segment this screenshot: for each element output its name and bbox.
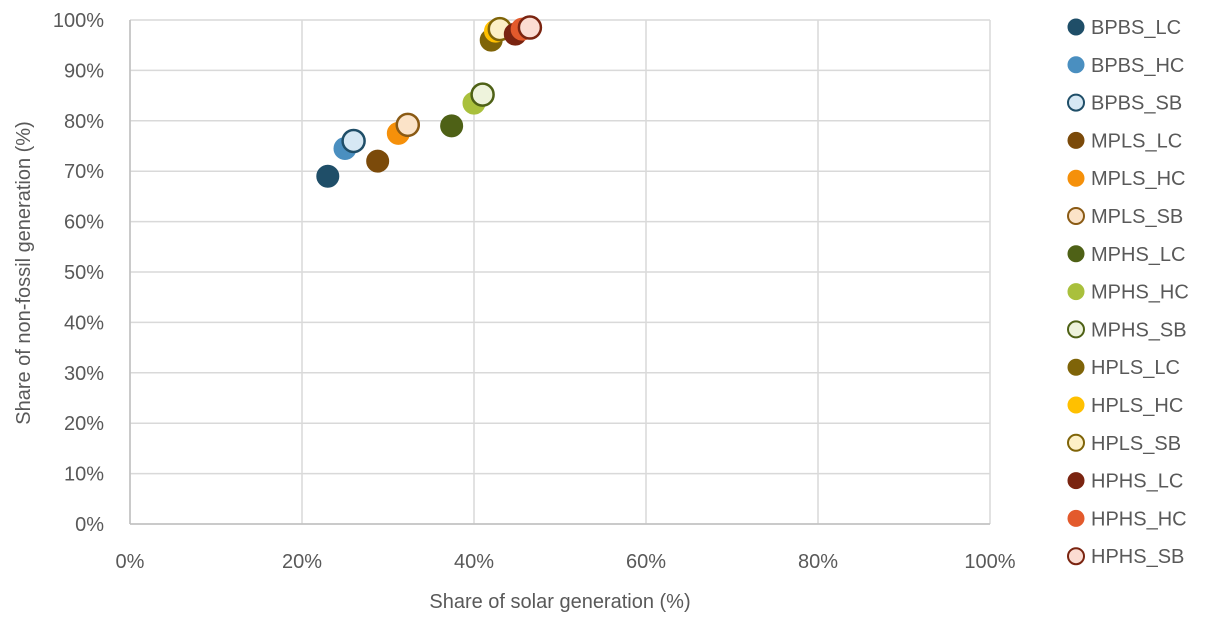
data-point [395, 112, 421, 138]
data-point [366, 149, 390, 173]
x-tick-label: 0% [116, 551, 145, 573]
legend-marker [1067, 509, 1085, 527]
legend-marker [1067, 56, 1085, 74]
legend-marker [1067, 358, 1085, 376]
legend-label: BPBS_SB [1091, 93, 1182, 115]
legend-label: HPHS_SB [1091, 546, 1184, 568]
legend-label: HPLS_LC [1091, 357, 1180, 379]
legend-marker [1067, 547, 1085, 566]
legend-marker [1067, 433, 1085, 452]
gridlines [129, 19, 991, 525]
y-tick-label: 0% [75, 514, 104, 536]
legend-label: HPHS_HC [1091, 508, 1187, 530]
y-tick-label: 50% [64, 262, 104, 284]
legend-label: HPHS_LC [1091, 471, 1183, 493]
legend-label: MPHS_SB [1091, 319, 1187, 341]
legend-label: MPHS_HC [1091, 282, 1189, 304]
x-tick-label: 20% [282, 551, 322, 573]
legend-label: MPLS_HC [1091, 168, 1185, 190]
legend-label: HPLS_HC [1091, 395, 1183, 417]
data-point [316, 164, 340, 188]
x-tick-label: 100% [964, 551, 1015, 573]
data-point [440, 114, 464, 138]
y-tick-label: 60% [64, 212, 104, 234]
legend-marker [1067, 472, 1085, 490]
legend-marker [1067, 207, 1085, 225]
legend: BPBS_LC BPBS_HC BPBS_SB MPLS_LC MPLS_HC MPLS_… [1067, 17, 1189, 568]
y-tick-label: 40% [64, 312, 104, 334]
y-tick-label: 10% [64, 464, 104, 486]
x-tick-label: 40% [454, 551, 494, 573]
y-tick-label: 90% [64, 60, 104, 82]
legend-marker [1067, 283, 1085, 301]
y-tick-label: 20% [64, 413, 104, 435]
y-tick-label: 100% [53, 10, 104, 32]
legend-label: BPBS_LC [1091, 17, 1181, 39]
data-point [517, 15, 543, 40]
legend-label: MPHS_LC [1091, 244, 1185, 266]
legend-marker [1067, 169, 1085, 187]
legend-label: MPLS_LC [1091, 130, 1182, 152]
y-tick-label: 80% [64, 111, 104, 133]
legend-label: MPLS_SB [1091, 206, 1183, 228]
x-axis-title: Share of solar generation (%) [429, 591, 690, 613]
y-tick-label: 70% [64, 161, 104, 183]
x-tick-label: 80% [798, 551, 838, 573]
data-points [316, 15, 543, 188]
legend-marker [1067, 131, 1085, 149]
y-tick-label: 30% [64, 363, 104, 385]
legend-marker [1067, 18, 1085, 36]
axes [129, 20, 990, 525]
data-point [341, 128, 366, 154]
legend-marker [1067, 320, 1085, 339]
legend-marker [1067, 93, 1085, 112]
tick-labels: 0% 10% 20% 30% 40% 50% 60% 70% 80% 90% 100% 0% 20% 40… [53, 10, 1016, 573]
legend-label: HPLS_SB [1091, 433, 1181, 455]
legend-marker [1067, 396, 1085, 414]
legend-label: BPBS_HC [1091, 55, 1184, 77]
legend-marker [1067, 245, 1085, 263]
y-axis-title: Share of non-fossil generation (%) [13, 121, 35, 425]
data-point [470, 82, 495, 107]
x-tick-label: 60% [626, 551, 666, 573]
